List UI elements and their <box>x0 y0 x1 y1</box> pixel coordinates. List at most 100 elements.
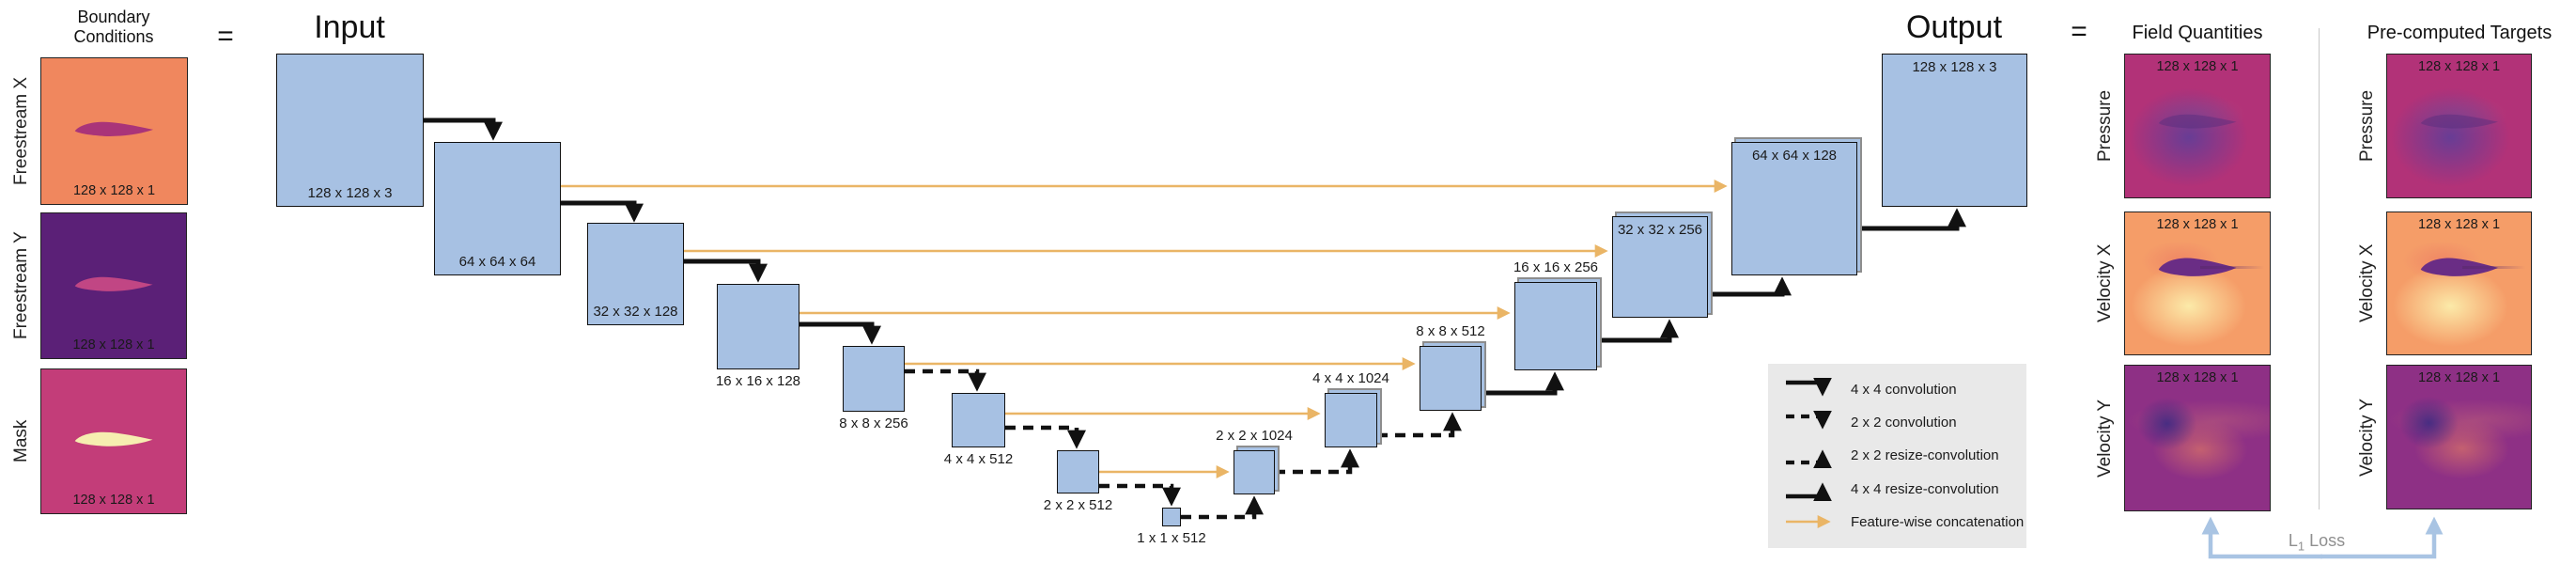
conv-arrow-input-64 <box>424 118 503 141</box>
legend-label: 2 x 2 convolution <box>1851 415 1957 431</box>
airfoil-silhouette-icon <box>74 431 153 446</box>
resize-arrow-4-8 <box>1377 412 1462 438</box>
column-divider <box>2319 28 2320 509</box>
box-size-label: 16 x 16 x 128 <box>715 373 801 389</box>
l1-loss-bracket <box>2201 516 2444 559</box>
loss-arrow-targets <box>2320 516 2444 559</box>
airfoil-silhouette-icon <box>74 276 153 291</box>
conv-2x2-arrow-icon <box>1786 410 1832 430</box>
target-velocity-x-image: 128 x 128 x 1 <box>2386 212 2532 355</box>
legend-item-conv4: 4 x 4 convolution <box>1781 377 2026 402</box>
conv-arrow-2-1 <box>1099 483 1181 507</box>
field-quantities-title: Field Quantities <box>2132 23 2263 43</box>
freestream-x-image: 128 x 128 x 1 <box>40 57 188 205</box>
image-size-label: 128 x 128 x 1 <box>72 337 155 352</box>
unet-box-dec-64: 64 x 64 x 128 <box>1731 142 1857 275</box>
l1-loss-label: L1 Loss <box>2255 531 2379 554</box>
resize-arrow-1-2 <box>1181 495 1264 520</box>
unet-box-dec-4: 4 x 4 x 1024 <box>1312 370 1389 447</box>
field-pressure-image: 128 x 128 x 1 <box>2124 54 2271 198</box>
conv-arrow-4-2 <box>1005 425 1086 449</box>
legend-item-resize4: 4 x 4 resize-convolution <box>1781 477 2026 502</box>
airfoil-silhouette-icon <box>2158 258 2237 277</box>
image-size-label: 128 x 128 x 1 <box>2156 217 2239 232</box>
unet-box-enc-64: 64 x 64 x 64 <box>434 142 561 275</box>
concatenation-arrow-icon <box>1786 515 1831 529</box>
wake-streak <box>2461 266 2525 270</box>
field-velocity-y-image: 128 x 128 x 1 <box>2124 365 2271 511</box>
mask-image: 128 x 128 x 1 <box>40 368 187 514</box>
freestream-y-image: 128 x 128 x 1 <box>40 212 187 359</box>
output-title: Output <box>1905 9 2003 45</box>
legend: 4 x 4 convolution 2 x 2 convolution 2 x … <box>1768 364 2026 548</box>
field-velocity-x-image: 128 x 128 x 1 <box>2124 212 2271 355</box>
resize-conv-2x2-arrows <box>1181 412 1462 520</box>
image-size-label: 128 x 128 x 1 <box>2156 59 2239 74</box>
box-size-label: 32 x 32 x 256 <box>1617 222 1703 238</box>
wake-streak <box>2200 266 2264 270</box>
box-size-label: 4 x 4 x 512 <box>943 451 1014 467</box>
unet-box-enc-4: 4 x 4 x 512 <box>944 393 1013 467</box>
unet-box-dec-8: 8 x 8 x 512 <box>1416 323 1485 411</box>
box-size-label: 64 x 64 x 128 <box>1751 148 1838 164</box>
resize-conv-4x4-arrows <box>1482 208 1966 396</box>
image-size-label: 128 x 128 x 1 <box>2417 217 2501 232</box>
equals-right: = <box>2071 16 2087 47</box>
resize-arrow-8-16 <box>1482 371 1564 396</box>
boundary-title-line1: Boundary <box>77 8 150 26</box>
precomputed-targets-title: Pre-computed Targets <box>2367 23 2553 43</box>
equals-left: = <box>217 21 234 52</box>
resize-arrow-16-32 <box>1597 319 1679 343</box>
unet-box-dec-16: 16 x 16 x 256 <box>1513 259 1598 370</box>
resize-arrow-32-64 <box>1708 276 1792 297</box>
loss-subscript: 1 <box>2297 539 2305 554</box>
box-size-label: 2 x 2 x 1024 <box>1216 428 1293 444</box>
box-size-label: 32 x 32 x 128 <box>593 304 678 320</box>
loss-text: Loss <box>2309 531 2346 550</box>
target-velocity-y-image: 128 x 128 x 1 <box>2386 365 2532 509</box>
conv-2x2-arrows <box>905 368 1181 507</box>
legend-label: 2 x 2 resize-convolution <box>1851 447 1999 464</box>
conv-arrow-32-16 <box>684 258 768 283</box>
box-size-label: 16 x 16 x 256 <box>1513 259 1599 275</box>
box-size-label: 64 x 64 x 64 <box>458 254 536 270</box>
loss-symbol: L <box>2288 531 2298 550</box>
unet-box-input: 128 x 128 x 3 <box>276 54 424 207</box>
image-size-label: 128 x 128 x 1 <box>2156 370 2239 385</box>
boundary-conditions-title: Boundary Conditions <box>73 8 153 47</box>
box-size-label: 2 x 2 x 512 <box>1043 497 1113 513</box>
legend-item-concat: Feature-wise concatenation <box>1781 509 2026 534</box>
conv-arrow-16-8 <box>799 321 881 345</box>
resize-arrow-2-4 <box>1275 448 1359 475</box>
box-size-label: 128 x 128 x 3 <box>1912 59 1997 75</box>
unet-box-enc-2: 2 x 2 x 512 <box>1044 450 1112 513</box>
unet-box-enc-32: 32 x 32 x 128 <box>587 223 684 325</box>
unet-box-enc-1: 1 x 1 x 512 <box>1137 508 1206 546</box>
concatenation-arrows <box>561 180 1728 478</box>
target-pressure-image: 128 x 128 x 1 <box>2386 54 2532 198</box>
legend-label: 4 x 4 convolution <box>1851 382 1957 399</box>
image-size-label: 128 x 128 x 1 <box>2417 370 2501 385</box>
legend-item-resize2: 2 x 2 resize-convolution <box>1781 444 2026 468</box>
resize-conv-2x2-arrow-icon <box>1786 449 1832 468</box>
loss-arrow-fields <box>2201 516 2322 559</box>
input-title: Input <box>314 9 385 45</box>
unet-box-dec-2: 2 x 2 x 1024 <box>1216 428 1293 494</box>
unet-box-output: 128 x 128 x 3 <box>1882 54 2027 207</box>
resize-conv-4x4-arrow-icon <box>1786 482 1832 502</box>
box-size-label: 4 x 4 x 1024 <box>1312 370 1389 386</box>
box-size-label: 1 x 1 x 512 <box>1137 530 1206 546</box>
box-size-label: 8 x 8 x 512 <box>1416 323 1485 339</box>
conv-4x4-arrow-icon <box>1786 377 1832 397</box>
conv-arrow-64-32 <box>561 200 644 223</box>
legend-label: 4 x 4 resize-convolution <box>1851 480 1999 497</box>
image-size-label: 128 x 128 x 1 <box>72 493 155 508</box>
legend-item-conv2: 2 x 2 convolution <box>1781 410 2026 435</box>
unet-box-enc-16: 16 x 16 x 128 <box>716 284 800 389</box>
conv-arrow-8-4 <box>905 368 986 392</box>
image-size-label: 128 x 128 x 1 <box>2417 59 2501 74</box>
legend-label: Feature-wise concatenation <box>1851 513 2025 530</box>
conv-4x4-arrows <box>424 118 881 345</box>
